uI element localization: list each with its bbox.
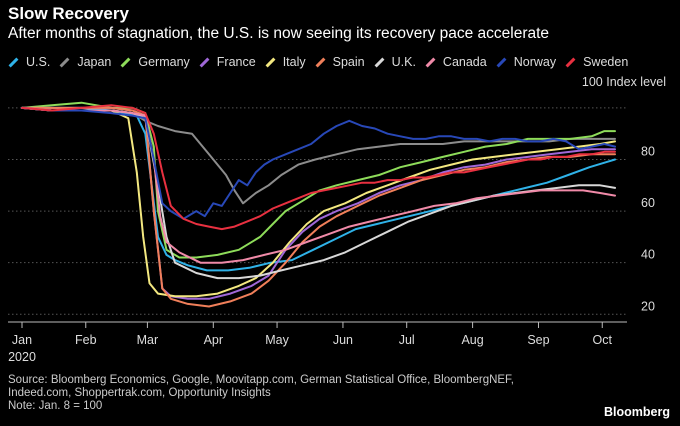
- legend-item: Spain: [315, 55, 365, 69]
- series-line: [21, 104, 616, 231]
- legend-item: Norway: [496, 55, 556, 69]
- x-tick-label: Jan: [12, 333, 32, 347]
- legend-item: Canada: [425, 55, 487, 69]
- chart-subtitle: After months of stagnation, the U.S. is …: [8, 25, 550, 42]
- series-line: [21, 106, 616, 220]
- legend-label: Canada: [442, 55, 487, 69]
- x-tick-label: Mar: [137, 333, 159, 347]
- legend-item: Italy: [265, 55, 306, 69]
- x-tick-label: Feb: [75, 333, 97, 347]
- source-note: Source: Bloomberg Economics, Google, Moo…: [8, 374, 514, 413]
- legend-item: U.K.: [374, 55, 416, 69]
- x-year-label: 2020: [8, 350, 36, 364]
- legend-label: Sweden: [583, 55, 629, 69]
- y-tick-label: 60: [641, 196, 655, 210]
- legend-item: Japan: [59, 55, 111, 69]
- series-line: [21, 106, 616, 298]
- x-tick-label: Oct: [593, 333, 613, 347]
- legend-item: U.S.: [8, 55, 50, 69]
- legend-label: U.K.: [391, 55, 416, 69]
- source-line: Indeed.com, Shoppertrak.com, Opportunity…: [8, 387, 271, 399]
- legend-label: Spain: [332, 55, 365, 69]
- x-tick-label: Aug: [461, 333, 483, 347]
- y-tick-label: 80: [641, 144, 655, 158]
- source-line: Source: Bloomberg Economics, Google, Moo…: [8, 374, 515, 386]
- note-line: Note: Jan. 8 = 100: [8, 400, 103, 412]
- chart-title: Slow Recovery: [8, 4, 129, 23]
- legend-label: Norway: [513, 55, 557, 69]
- legend-label: Italy: [282, 55, 306, 69]
- legend-item: Sweden: [565, 55, 628, 69]
- legend-item: Germany: [120, 55, 190, 69]
- y-tick-label: 40: [641, 248, 655, 262]
- legend-label: Germany: [138, 55, 190, 69]
- legend-label: Japan: [77, 55, 112, 69]
- legend: U.S. Japan Germany France Italy Spain U.K. Cana…: [8, 55, 637, 69]
- series-line: [21, 106, 616, 205]
- x-tick-label: Sep: [527, 333, 549, 347]
- legend-label: France: [216, 55, 256, 69]
- y-unit-label: 100 Index level: [581, 75, 666, 89]
- series-line: [21, 106, 616, 272]
- legend-label: U.S.: [26, 55, 51, 69]
- legend-item: France: [199, 55, 256, 69]
- x-tick-label: Apr: [204, 333, 223, 347]
- series-line: [21, 101, 616, 259]
- bloomberg-logo: Bloomberg: [604, 405, 670, 419]
- x-tick-label: May: [265, 333, 289, 347]
- x-tick-label: Jun: [333, 333, 353, 347]
- x-tick-label: Jul: [399, 333, 415, 347]
- series-line: [21, 106, 616, 300]
- y-tick-label: 20: [641, 299, 655, 313]
- series-line: [21, 106, 616, 264]
